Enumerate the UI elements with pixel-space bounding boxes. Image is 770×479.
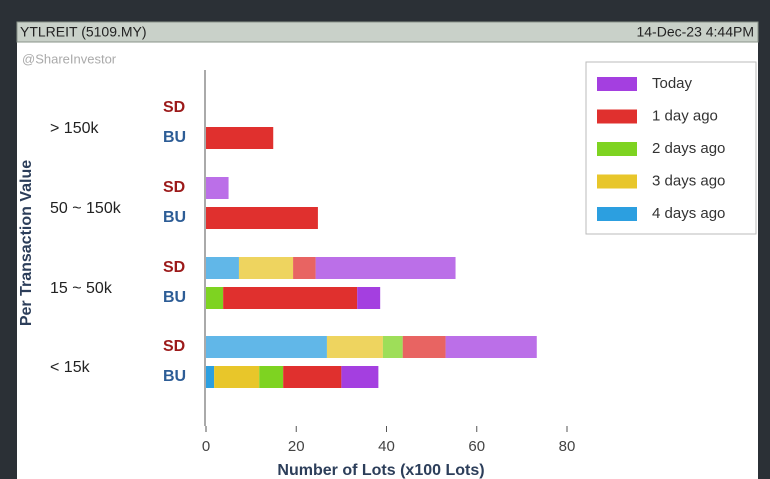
legend-swatch [597, 207, 637, 221]
bar-segment [315, 257, 456, 279]
watermark: @ShareInvestor [22, 51, 117, 66]
bar-segment [223, 287, 358, 309]
x-tick-label: 40 [378, 438, 395, 455]
bar-segment [206, 366, 215, 388]
bar-segment [357, 287, 381, 309]
bar-segment [283, 366, 342, 388]
x-axis-title: Number of Lots (x100 Lots) [277, 462, 484, 479]
legend-label: 1 day ago [652, 107, 718, 124]
row-label: SD [163, 259, 185, 276]
row-label: SD [163, 338, 185, 355]
legend-swatch [597, 109, 637, 124]
bar-segment [206, 177, 229, 199]
legend-label: 3 days ago [652, 172, 725, 189]
bar-segment [214, 366, 260, 388]
row-label: BU [163, 209, 186, 226]
bar-segment [259, 366, 284, 388]
bar-segment [206, 336, 327, 358]
x-tick-label: 20 [288, 438, 305, 455]
row-label: BU [163, 368, 186, 385]
header-timestamp: 14-Dec-23 4:44PM [636, 24, 754, 40]
category-label: > 150k [50, 120, 99, 137]
bar-segment [382, 336, 403, 358]
bar-segment [402, 336, 446, 358]
x-tick-label: 80 [559, 438, 576, 455]
row-label: BU [163, 129, 186, 146]
y-axis-title: Per Transaction Value [18, 160, 35, 326]
row-label: SD [163, 99, 185, 116]
legend-label: Today [652, 75, 693, 92]
bar-segment [445, 336, 537, 358]
category-label: 50 ~ 150k [50, 200, 122, 217]
category-label: < 15k [50, 359, 91, 376]
legend-label: 2 days ago [652, 140, 725, 157]
bar-segment [238, 257, 294, 279]
legend-swatch [597, 174, 637, 189]
bar-segment [293, 257, 316, 279]
row-label: SD [163, 179, 185, 196]
row-label: BU [163, 289, 186, 306]
x-tick-label: 60 [468, 438, 485, 455]
bar-segment [206, 257, 239, 279]
bar-segment [206, 127, 274, 149]
legend-swatch [597, 77, 637, 91]
bar-segment [206, 287, 224, 309]
bar-segment [341, 366, 379, 388]
header-bar [16, 21, 759, 43]
category-label: 15 ~ 50k [50, 280, 113, 297]
bar-segment [326, 336, 383, 358]
header-title: YTLREIT (5109.MY) [20, 24, 147, 40]
legend-swatch [597, 142, 637, 156]
bar-segment [206, 207, 318, 229]
x-tick-label: 0 [202, 438, 210, 455]
legend-label: 4 days ago [652, 205, 725, 222]
